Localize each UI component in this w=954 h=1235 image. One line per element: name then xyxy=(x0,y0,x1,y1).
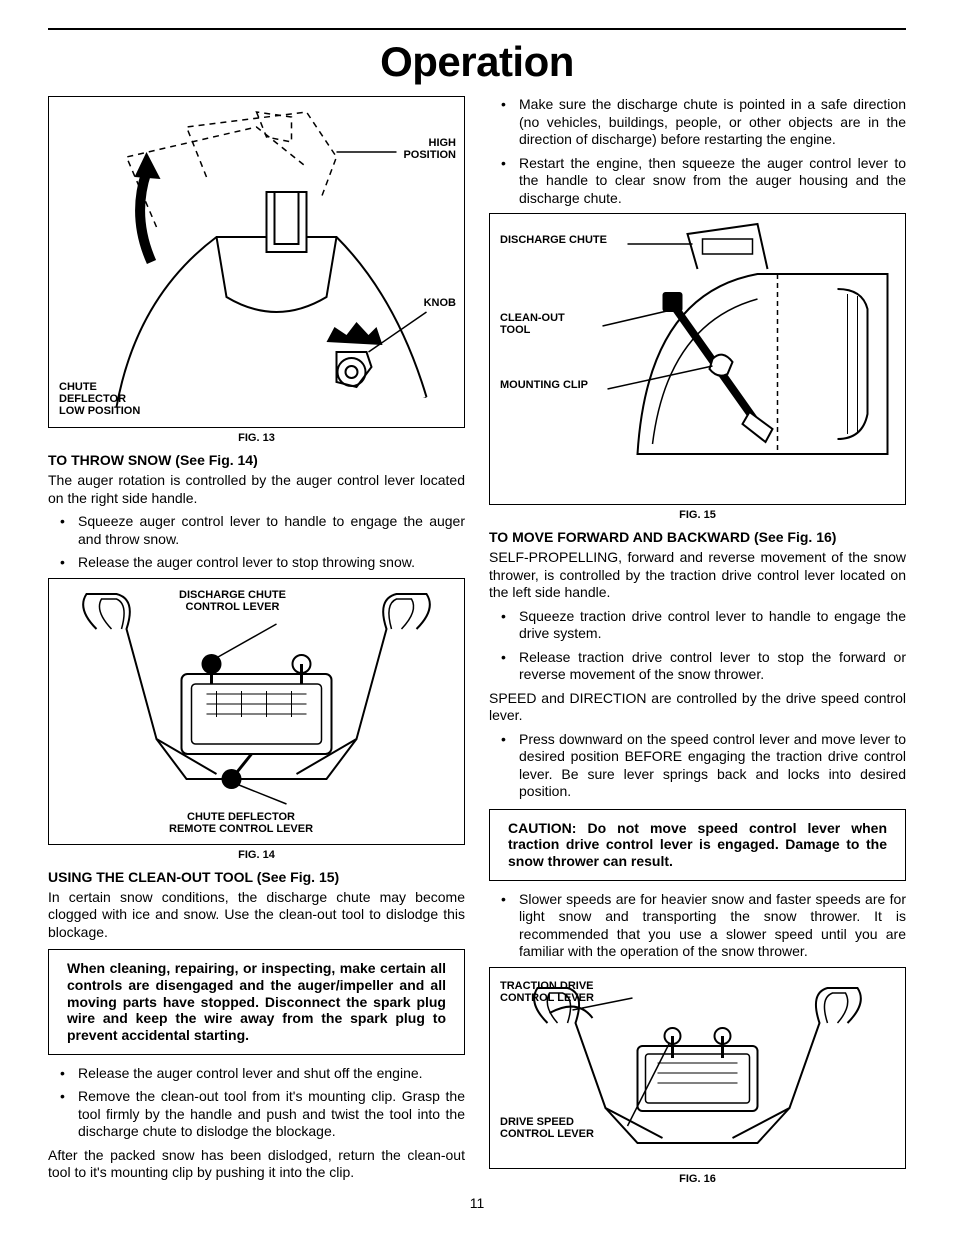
list-item: Release the auger control lever to stop … xyxy=(48,554,465,572)
move-bullets1: Squeeze traction drive control lever to … xyxy=(489,608,906,684)
fig15-caption: FIG. 15 xyxy=(489,509,906,521)
fig14-label-remote: CHUTE DEFLECTOR REMOTE CONTROL LEVER xyxy=(169,811,313,835)
fig15-label-mounting: MOUNTING CLIP xyxy=(500,379,588,391)
fig14-caption: FIG. 14 xyxy=(48,849,465,861)
list-item: Make sure the discharge chute is pointed… xyxy=(489,96,906,149)
move-intro: SELF-PROPELLING, forward and reverse mov… xyxy=(489,549,906,602)
fig13-label-chute-low: CHUTE DEFLECTOR LOW POSITION xyxy=(59,381,140,417)
list-item: Restart the engine, then squeeze the aug… xyxy=(489,155,906,208)
move-bullets3: Slower speeds are for heavier snow and f… xyxy=(489,891,906,961)
throw-snow-heading: TO THROW SNOW (See Fig. 14) xyxy=(48,452,465,468)
cleanout-warning-box: When cleaning, repairing, or inspecting,… xyxy=(48,949,465,1055)
cleanout-after: After the packed snow has been dislodged… xyxy=(48,1147,465,1182)
fig16-label-speed: DRIVE SPEED CONTROL LEVER xyxy=(500,1116,594,1140)
right-top-bullets: Make sure the discharge chute is pointed… xyxy=(489,96,906,207)
top-rule xyxy=(48,28,906,30)
fig15-label-cleanout: CLEAN-OUT TOOL xyxy=(500,312,565,336)
caution-text: CAUTION: Do not move speed control lever… xyxy=(508,820,887,870)
cleanout-heading: USING THE CLEAN-OUT TOOL (See Fig. 15) xyxy=(48,869,465,885)
right-column: Make sure the discharge chute is pointed… xyxy=(489,96,906,1193)
figure-14: DISCHARGE CHUTE CONTROL LEVER CHUTE DEFL… xyxy=(48,578,465,845)
list-item: Squeeze traction drive control lever to … xyxy=(489,608,906,643)
move-heading: TO MOVE FORWARD AND BACKWARD (See Fig. 1… xyxy=(489,529,906,545)
cleanout-bullets: Release the auger control lever and shut… xyxy=(48,1065,465,1141)
fig15-diagram xyxy=(490,214,905,504)
caution-box: CAUTION: Do not move speed control lever… xyxy=(489,809,906,881)
speed-intro: SPEED and DIRECTION are controlled by th… xyxy=(489,690,906,725)
fig13-caption: FIG. 13 xyxy=(48,432,465,444)
fig15-label-discharge: DISCHARGE CHUTE xyxy=(500,234,607,246)
figure-13: HIGH POSITION KNOB CHUTE DEFLECTOR LOW P… xyxy=(48,96,465,428)
left-column: HIGH POSITION KNOB CHUTE DEFLECTOR LOW P… xyxy=(48,96,465,1193)
fig14-diagram xyxy=(49,579,464,844)
throw-snow-intro: The auger rotation is controlled by the … xyxy=(48,472,465,507)
list-item: Slower speeds are for heavier snow and f… xyxy=(489,891,906,961)
fig13-label-high: HIGH POSITION xyxy=(403,137,456,161)
move-bullets2: Press downward on the speed control leve… xyxy=(489,731,906,801)
page-number: 11 xyxy=(48,1195,906,1211)
fig13-label-knob: KNOB xyxy=(424,297,456,309)
list-item: Squeeze auger control lever to handle to… xyxy=(48,513,465,548)
figure-16: TRACTION DRIVE CONTROL LEVER DRIVE SPEED… xyxy=(489,967,906,1169)
fig16-caption: FIG. 16 xyxy=(489,1173,906,1185)
two-column-layout: HIGH POSITION KNOB CHUTE DEFLECTOR LOW P… xyxy=(48,96,906,1193)
fig16-label-traction: TRACTION DRIVE CONTROL LEVER xyxy=(500,980,594,1004)
throw-snow-bullets: Squeeze auger control lever to handle to… xyxy=(48,513,465,572)
cleanout-intro: In certain snow conditions, the discharg… xyxy=(48,889,465,942)
fig14-label-discharge-control: DISCHARGE CHUTE CONTROL LEVER xyxy=(179,589,286,613)
cleanout-warning-text: When cleaning, repairing, or inspecting,… xyxy=(67,960,446,1044)
figure-15: DISCHARGE CHUTE CLEAN-OUT TOOL MOUNTING … xyxy=(489,213,906,505)
list-item: Press downward on the speed control leve… xyxy=(489,731,906,801)
list-item: Remove the clean-out tool from it's moun… xyxy=(48,1088,465,1141)
fig13-diagram xyxy=(49,97,464,427)
page-title: Operation xyxy=(48,38,906,86)
list-item: Release traction drive control lever to … xyxy=(489,649,906,684)
list-item: Release the auger control lever and shut… xyxy=(48,1065,465,1083)
